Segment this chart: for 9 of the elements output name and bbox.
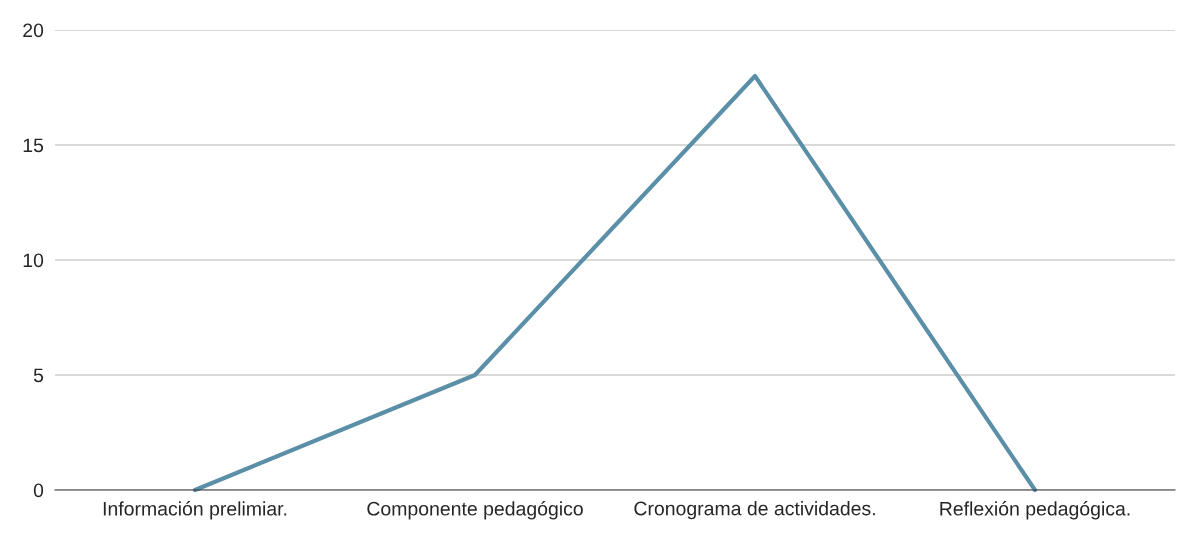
y-tick-label: 10	[23, 253, 44, 268]
y-tick-label: 15	[23, 138, 44, 153]
x-tick-label: Reflexión pedagógica.	[940, 501, 1130, 520]
x-tick-label: Componente pedagógico	[367, 501, 583, 520]
y-tick-label: 0	[33, 483, 44, 498]
x-tick-label: Información prelimiar.	[103, 501, 287, 520]
y-tick-label: 20	[23, 23, 44, 38]
y-tick-label: 5	[33, 368, 44, 383]
x-tick-label: Cronograma de actividades.	[634, 501, 875, 520]
